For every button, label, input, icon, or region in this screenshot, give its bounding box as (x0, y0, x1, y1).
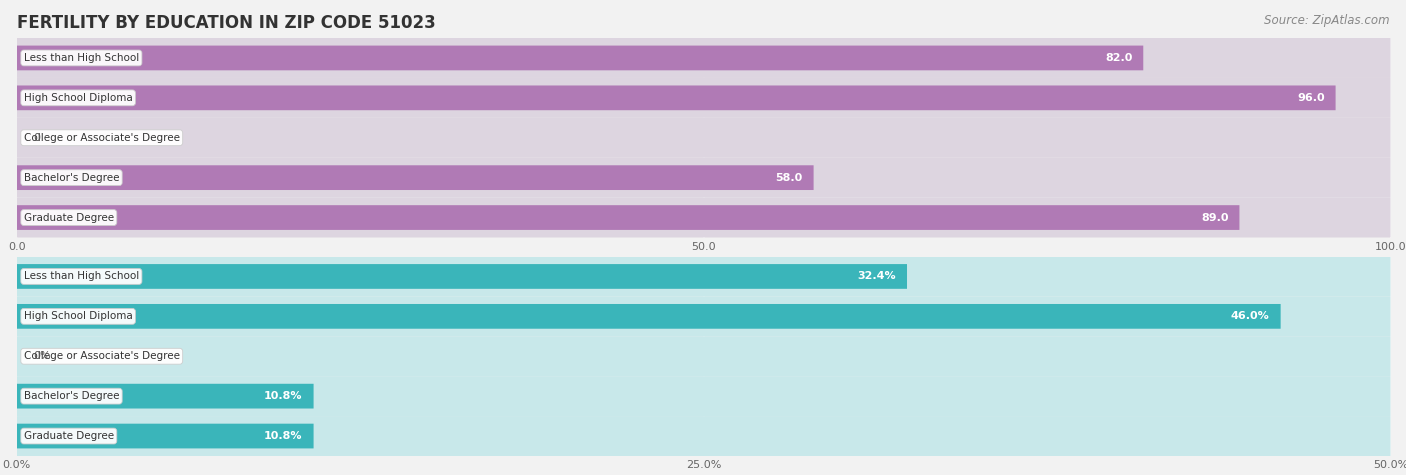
FancyBboxPatch shape (17, 46, 1143, 70)
Text: 58.0: 58.0 (775, 172, 803, 183)
FancyBboxPatch shape (17, 376, 1391, 416)
FancyBboxPatch shape (17, 264, 907, 289)
FancyBboxPatch shape (17, 158, 1391, 198)
Text: College or Associate's Degree: College or Associate's Degree (24, 351, 180, 361)
FancyBboxPatch shape (17, 304, 1281, 329)
FancyBboxPatch shape (17, 296, 1391, 336)
FancyBboxPatch shape (17, 416, 1391, 456)
FancyBboxPatch shape (17, 38, 1391, 78)
Text: Graduate Degree: Graduate Degree (24, 431, 114, 441)
Text: College or Associate's Degree: College or Associate's Degree (24, 133, 180, 143)
Text: 89.0: 89.0 (1201, 212, 1229, 223)
FancyBboxPatch shape (17, 205, 1240, 230)
FancyBboxPatch shape (17, 424, 314, 448)
FancyBboxPatch shape (17, 198, 1391, 238)
Text: 46.0%: 46.0% (1230, 311, 1270, 322)
Text: Bachelor's Degree: Bachelor's Degree (24, 391, 120, 401)
FancyBboxPatch shape (17, 384, 314, 408)
FancyBboxPatch shape (17, 256, 1391, 296)
FancyBboxPatch shape (17, 165, 814, 190)
Text: 0: 0 (34, 133, 41, 143)
Text: Less than High School: Less than High School (24, 53, 139, 63)
Text: 32.4%: 32.4% (858, 271, 896, 282)
Text: 96.0: 96.0 (1296, 93, 1324, 103)
Text: Less than High School: Less than High School (24, 271, 139, 282)
Text: 0%: 0% (34, 351, 51, 361)
Text: 82.0: 82.0 (1105, 53, 1132, 63)
FancyBboxPatch shape (17, 78, 1391, 118)
FancyBboxPatch shape (17, 86, 1336, 110)
Text: Graduate Degree: Graduate Degree (24, 212, 114, 223)
FancyBboxPatch shape (17, 336, 1391, 376)
Text: 10.8%: 10.8% (264, 431, 302, 441)
Text: Source: ZipAtlas.com: Source: ZipAtlas.com (1264, 14, 1389, 27)
Text: Bachelor's Degree: Bachelor's Degree (24, 172, 120, 183)
Text: FERTILITY BY EDUCATION IN ZIP CODE 51023: FERTILITY BY EDUCATION IN ZIP CODE 51023 (17, 14, 436, 32)
FancyBboxPatch shape (17, 118, 1391, 158)
Text: High School Diploma: High School Diploma (24, 311, 132, 322)
Text: 10.8%: 10.8% (264, 391, 302, 401)
Text: High School Diploma: High School Diploma (24, 93, 132, 103)
